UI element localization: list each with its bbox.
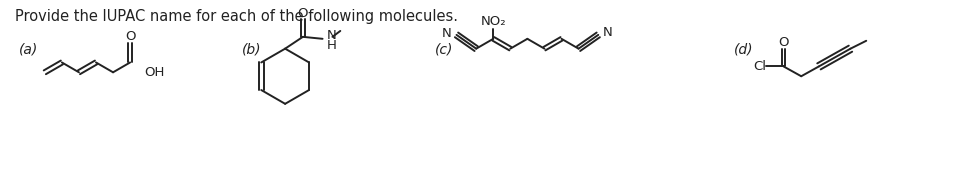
Text: (d): (d) xyxy=(734,43,754,57)
Text: NO₂: NO₂ xyxy=(480,15,506,28)
Text: N: N xyxy=(326,29,336,42)
Text: (a): (a) xyxy=(20,43,38,57)
Text: OH: OH xyxy=(144,66,165,79)
Text: (b): (b) xyxy=(242,43,262,57)
Text: Provide the IUPAC name for each of the following molecules.: Provide the IUPAC name for each of the f… xyxy=(16,9,459,24)
Text: Cl: Cl xyxy=(753,60,765,73)
Text: O: O xyxy=(778,36,789,49)
Text: H: H xyxy=(326,39,336,52)
Text: N: N xyxy=(442,27,452,40)
Text: O: O xyxy=(298,7,308,20)
Text: (c): (c) xyxy=(435,43,453,57)
Text: O: O xyxy=(124,30,135,43)
Text: N: N xyxy=(603,26,612,39)
